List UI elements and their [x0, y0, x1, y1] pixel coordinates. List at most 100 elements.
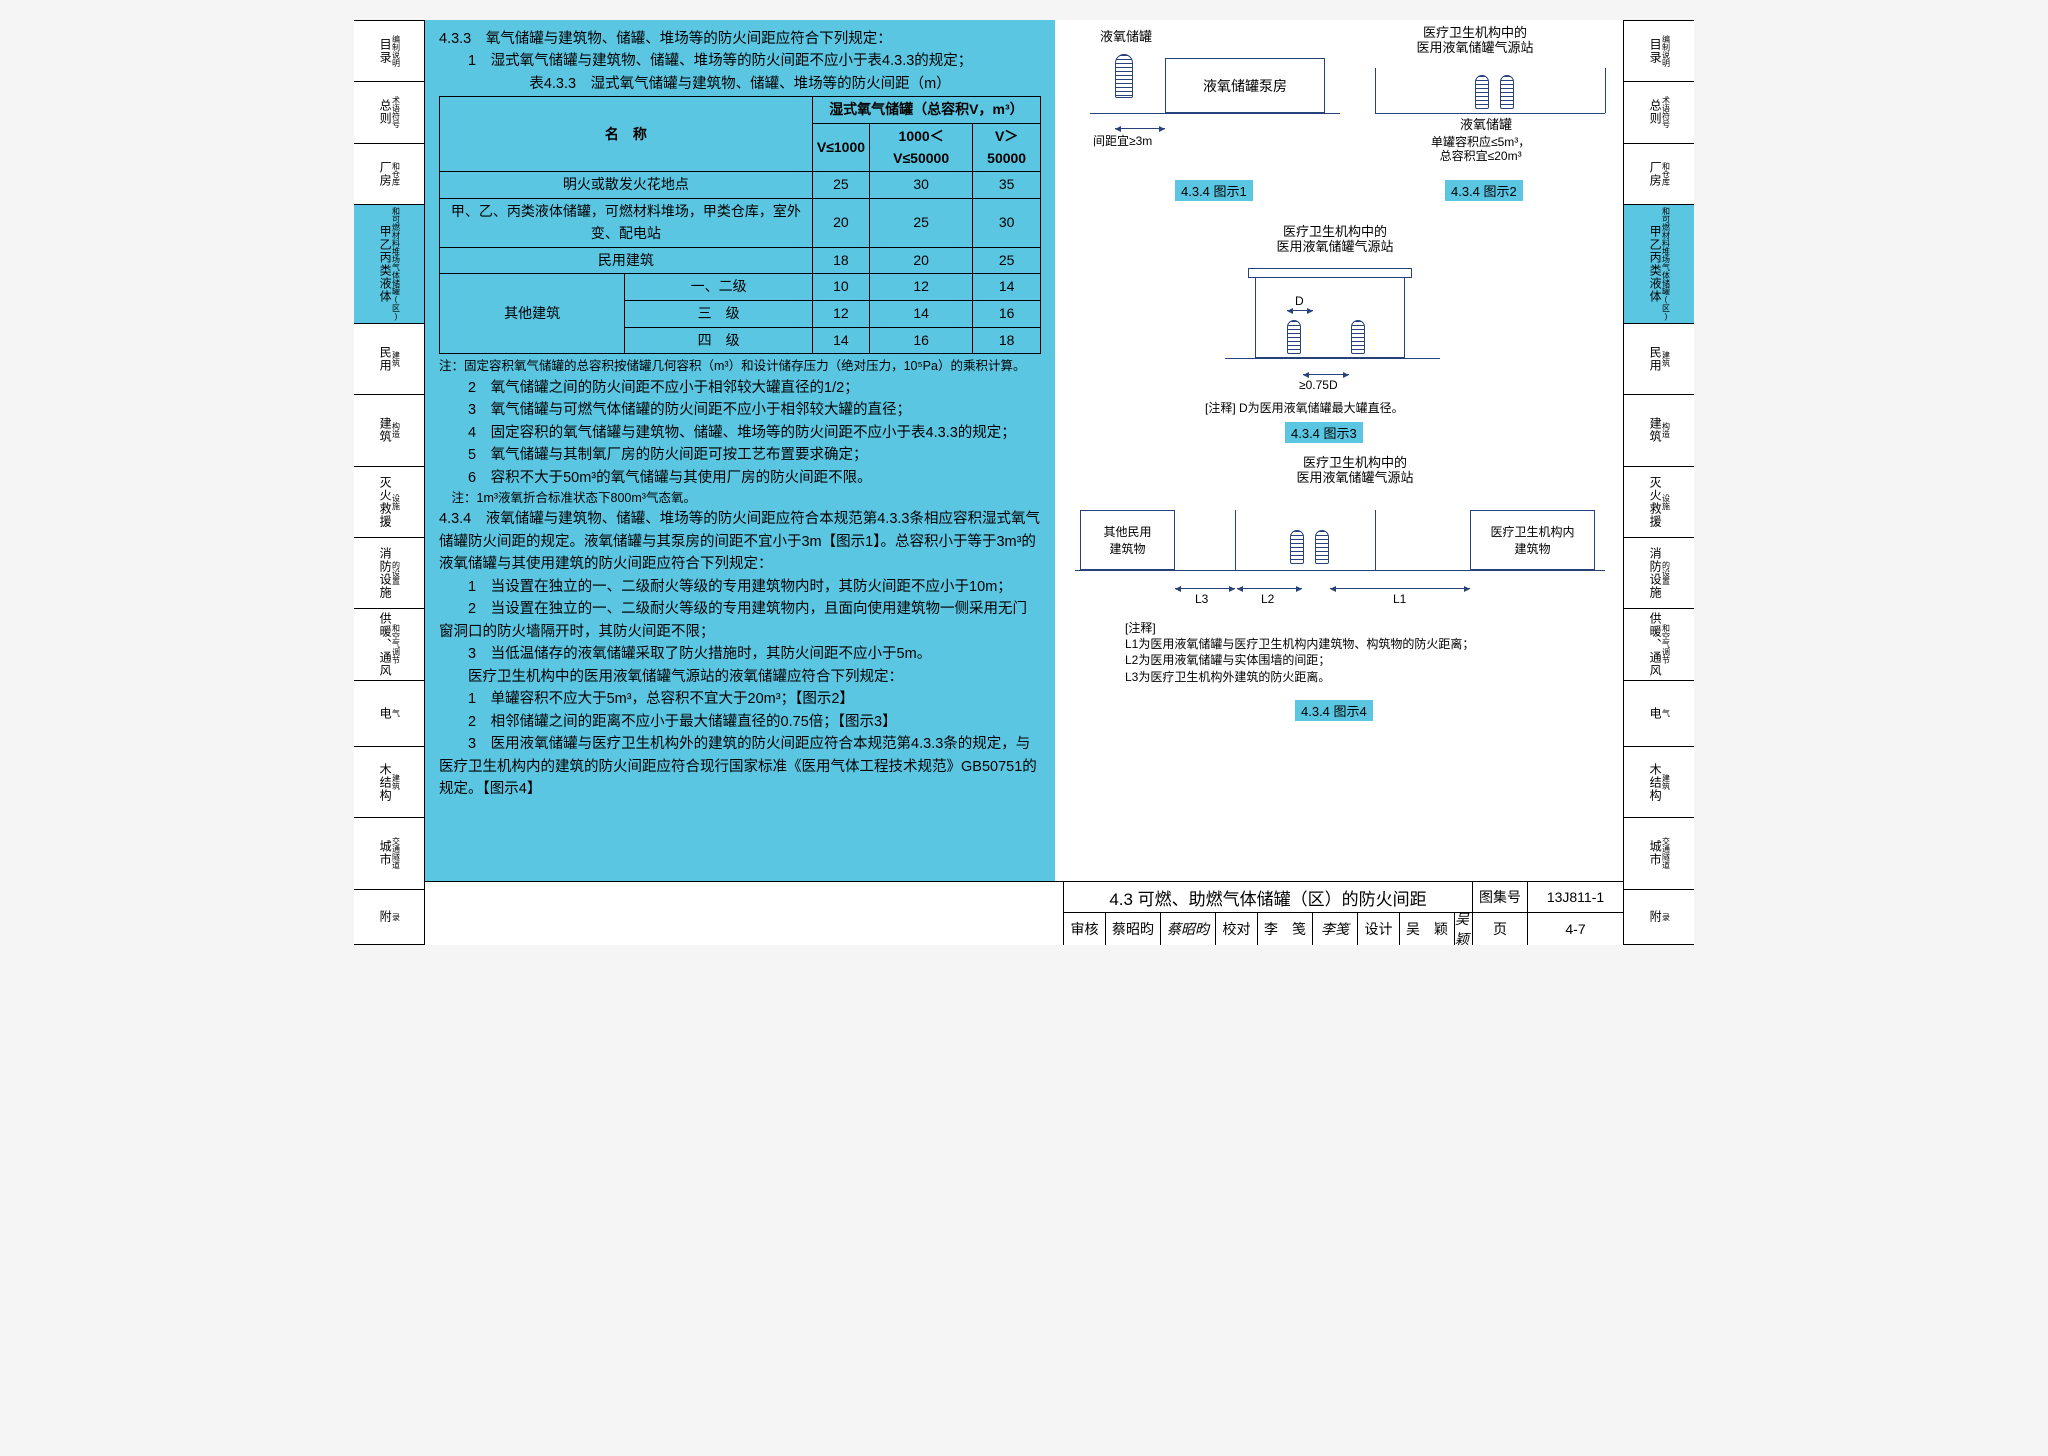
nav-item-i[interactable]: 供暖、通风和空气调节: [1624, 608, 1694, 679]
nav-item-f[interactable]: 建筑构造: [1624, 394, 1694, 465]
d2-tank1-icon: [1475, 75, 1489, 109]
nav-item-d[interactable]: 甲乙丙类液体和可燃材料堆场气体储罐(区): [1624, 204, 1694, 323]
d4-wall-r: [1375, 510, 1376, 570]
fire-distance-table: 名 称 湿式氧气储罐（总容积V，m³） V≤1000 1000＜V≤50000 …: [439, 96, 1041, 354]
nav-item-e[interactable]: 民用建筑: [1624, 323, 1694, 394]
nav-item-m[interactable]: 附录: [1624, 889, 1694, 945]
th-col1: V≤1000: [812, 124, 869, 172]
nav-item-e[interactable]: 民用建筑: [354, 323, 424, 394]
right-nav: 目录编制说明总则术语符号厂房和仓库甲乙丙类液体和可燃材料堆场气体储罐(区)民用建…: [1624, 20, 1694, 945]
design-sign: 吴颖: [1455, 913, 1473, 945]
title-block: 4.3 可燃、助燃气体储罐（区）的防火间距 图集号 13J811-1 审核 蔡昭…: [425, 881, 1623, 945]
check-name: 蔡昭昀: [1106, 913, 1161, 945]
diagram-panel: 液氧储罐 液氧储罐泵房 间距宜≥3m 4.3.4 图示1 医疗卫生机构中的 医用…: [1055, 20, 1623, 881]
d1-tank-icon: [1115, 54, 1133, 98]
check-sign: 蔡昭昀: [1161, 913, 1216, 945]
d2-note: 单罐容积应≤5m³， 总容积宜≤20m³: [1431, 136, 1530, 164]
nav-item-a[interactable]: 目录编制说明: [354, 20, 424, 81]
d3-title: 医疗卫生机构中的 医用液氧储罐气源站: [1250, 225, 1420, 255]
setno-label: 图集号: [1473, 882, 1528, 912]
clause-4.3.3-1: 1 湿式氧气储罐与建筑物、储罐、堆场等的防火间距不应小于表4.3.3的规定；: [439, 50, 1041, 72]
clause-4.3.4-med: 医疗卫生机构中的医用液氧储罐气源站的液氧储罐应符合下列规定：: [439, 666, 1041, 688]
nav-item-k[interactable]: 木结构建筑: [354, 746, 424, 817]
nav-item-b[interactable]: 总则术语符号: [354, 81, 424, 142]
clause-4.3.4-m3: 3 医用液氧储罐与医疗卫生机构外的建筑的防火间距应符合本规范第4.3.3条的规定…: [439, 733, 1041, 800]
d4-caption: 4.3.4 图示4: [1295, 700, 1373, 721]
d2-caption: 4.3.4 图示2: [1445, 180, 1523, 201]
d1-pump-building: 液氧储罐泵房: [1165, 58, 1325, 113]
d3-note: [注释] D为医用液氧储罐最大罐直径。: [1205, 400, 1404, 416]
d4-title: 医疗卫生机构中的 医用液氧储罐气源站: [1270, 456, 1440, 486]
d4-other-bldg: 其他民用 建筑物: [1080, 510, 1175, 570]
nav-item-a[interactable]: 目录编制说明: [1624, 20, 1694, 81]
clause-4.3.4: 4.3.4 液氧储罐与建筑物、储罐、堆场等的防火间距应符合本规范第4.3.3条相…: [439, 508, 1041, 575]
drawing-sheet: 目录编制说明总则术语符号厂房和仓库甲乙丙类液体和可燃材料堆场气体储罐(区)民用建…: [354, 20, 1694, 945]
d2-tank-label: 液氧储罐: [1460, 118, 1512, 133]
d4-tank1-icon: [1290, 530, 1304, 564]
d4-notes: [注释] L1为医用液氧储罐与医疗卫生机构内建筑物、构筑物的防火距离； L2为医…: [1125, 620, 1474, 685]
nav-item-c[interactable]: 厂房和仓库: [354, 143, 424, 204]
proof-name: 李 笺: [1258, 913, 1313, 945]
d3-caption: 4.3.4 图示3: [1285, 422, 1363, 443]
clause-4.3.3-3: 3 氧气储罐与可燃气体储罐的防火间距不应小于相邻较大罐的直径；: [439, 399, 1041, 421]
d4-L3: L3: [1195, 592, 1208, 606]
nav-item-g[interactable]: 灭火救援设施: [354, 466, 424, 537]
nav-item-j[interactable]: 电气: [354, 680, 424, 746]
nav-item-c[interactable]: 厂房和仓库: [1624, 143, 1694, 204]
sheet-title: 4.3 可燃、助燃气体储罐（区）的防火间距: [1064, 882, 1473, 912]
nav-item-l[interactable]: 城市交通隧道: [354, 817, 424, 888]
spec-text-panel: 4.3.3 氧气储罐与建筑物、储罐、堆场等的防火间距应符合下列规定： 1 湿式氧…: [425, 20, 1055, 881]
d4-L1: L1: [1393, 592, 1406, 606]
th-col3: V＞50000: [973, 124, 1041, 172]
d4-tank2-icon: [1315, 530, 1329, 564]
d1-caption: 4.3.4 图示1: [1175, 180, 1253, 201]
page-value: 4-7: [1528, 913, 1623, 945]
d3-ground: [1225, 358, 1440, 359]
clause-4.3.3-6: 6 容积不大于50m³的氧气储罐与其使用厂房的防火间距不限。: [439, 467, 1041, 489]
page-label: 页: [1473, 913, 1528, 945]
d4-med-bldg: 医疗卫生机构内 建筑物: [1470, 510, 1595, 570]
proof-label: 校对: [1216, 913, 1258, 945]
row-fire: 明火或散发火花地点: [440, 172, 813, 199]
nav-item-l[interactable]: 城市交通隧道: [1624, 817, 1694, 888]
d3-D: D: [1295, 294, 1304, 308]
row-liquids: 甲、乙、丙类液体储罐，可燃材料堆场，甲类仓库，室外变、配电站: [440, 199, 813, 247]
nav-item-f[interactable]: 建筑构造: [354, 394, 424, 465]
th-name: 名 称: [440, 97, 813, 172]
nav-item-j[interactable]: 电气: [1624, 680, 1694, 746]
d4-L2: L2: [1261, 592, 1274, 606]
clause-4.3.4-m1: 1 单罐容积不应大于5m³，总容积不宜大于20m³；【图示2】: [439, 688, 1041, 710]
nav-item-i[interactable]: 供暖、通风和空气调节: [354, 608, 424, 679]
d1-ground: [1090, 113, 1340, 114]
nav-item-h[interactable]: 消防设施的设置: [354, 537, 424, 608]
d4-wall-l: [1235, 510, 1236, 570]
clause-4.3.4-1: 1 当设置在独立的一、二级耐火等级的专用建筑物内时，其防火间距不应小于10m；: [439, 576, 1041, 598]
design-label: 设计: [1358, 913, 1400, 945]
nav-item-k[interactable]: 木结构建筑: [1624, 746, 1694, 817]
d3-dim: ≥0.75D: [1299, 378, 1338, 392]
clause-4.3.3-4: 4 固定容积的氧气储罐与建筑物、储罐、堆场等的防火间距不应小于表4.3.3的规定…: [439, 422, 1041, 444]
d2-ground: [1375, 113, 1605, 114]
clause-4.3.4-3: 3 当低温储存的液氧储罐采取了防火措施时，其防火间距不应小于5m。: [439, 643, 1041, 665]
th-col2: 1000＜V≤50000: [870, 124, 973, 172]
clause-4.3.4-2: 2 当设置在独立的一、二级耐火等级的专用建筑物内，且面向使用建筑物一侧采用无门窗…: [439, 598, 1041, 643]
d1-dim-text: 间距宜≥3m: [1093, 132, 1152, 149]
d1-tank-label: 液氧储罐: [1100, 30, 1152, 45]
table-title: 表4.3.3 湿式氧气储罐与建筑物、储罐、堆场等的防火间距（m）: [439, 73, 1041, 95]
d3-tank2-icon: [1351, 320, 1365, 354]
clause-4.3.3: 4.3.3 氧气储罐与建筑物、储罐、堆场等的防火间距应符合下列规定：: [439, 28, 1041, 50]
d2-tank2-icon: [1500, 75, 1514, 109]
clause-4.3.3-2: 2 氧气储罐之间的防火间距不应小于相邻较大罐直径的1/2；: [439, 377, 1041, 399]
nav-item-g[interactable]: 灭火救援设施: [1624, 466, 1694, 537]
d3-station: [1255, 268, 1405, 358]
clause-4.3.4-m2: 2 相邻储罐之间的距离不应小于最大储罐直径的0.75倍；【图示3】: [439, 711, 1041, 733]
th-capacity: 湿式氧气储罐（总容积V，m³）: [812, 97, 1040, 124]
design-name: 吴 颖: [1400, 913, 1455, 945]
d3-tank1-icon: [1287, 320, 1301, 354]
nav-item-h[interactable]: 消防设施的设置: [1624, 537, 1694, 608]
d4-ground: [1075, 570, 1605, 571]
nav-item-b[interactable]: 总则术语符号: [1624, 81, 1694, 142]
nav-item-m[interactable]: 附录: [354, 889, 424, 945]
nav-item-d[interactable]: 甲乙丙类液体和可燃材料堆场气体储罐(区): [354, 204, 424, 323]
check-label: 审核: [1064, 913, 1106, 945]
